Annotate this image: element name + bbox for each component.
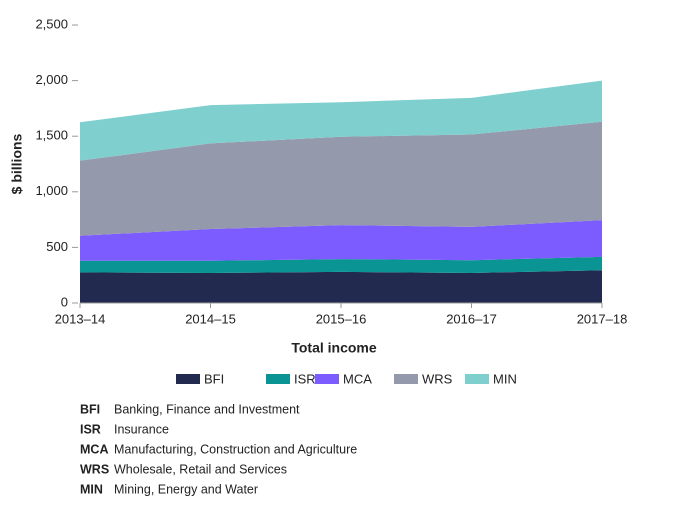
glossary-text: Manufacturing, Construction and Agricult… xyxy=(114,442,357,456)
area xyxy=(80,80,602,161)
x-tick-label: 2016–17 xyxy=(446,311,497,326)
y-tick-label: 2,500 xyxy=(35,16,68,31)
area xyxy=(80,121,602,236)
y-tick-label: 1,500 xyxy=(35,128,68,143)
y-axis-title: $ billions xyxy=(9,133,25,194)
y-tick-label: 500 xyxy=(46,239,68,254)
glossary-abbr: WRS xyxy=(80,462,109,476)
area xyxy=(80,256,602,273)
x-axis-title: Total income xyxy=(291,340,377,356)
y-tick-label: 2,000 xyxy=(35,72,68,87)
legend-label: MIN xyxy=(493,371,517,386)
legend-swatch xyxy=(394,374,418,384)
area xyxy=(80,270,602,303)
legend-swatch xyxy=(266,374,290,384)
x-tick-label: 2015–16 xyxy=(316,311,367,326)
glossary-text: Mining, Energy and Water xyxy=(114,482,258,496)
x-tick-label: 2013–14 xyxy=(55,311,106,326)
x-tick-label: 2017–18 xyxy=(577,311,628,326)
legend-label: BFI xyxy=(204,371,224,386)
area xyxy=(80,220,602,261)
glossary-abbr: BFI xyxy=(80,402,100,416)
x-tick-label: 2014–15 xyxy=(185,311,236,326)
y-tick-label: 0 xyxy=(61,294,68,309)
legend-swatch xyxy=(465,374,489,384)
legend-label: ISR xyxy=(294,371,316,386)
y-tick-label: 1,000 xyxy=(35,183,68,198)
glossary-abbr: ISR xyxy=(80,422,101,436)
legend-swatch xyxy=(315,374,339,384)
legend-label: MCA xyxy=(343,371,372,386)
glossary-abbr: MCA xyxy=(80,442,108,456)
glossary-text: Wholesale, Retail and Services xyxy=(114,462,287,476)
glossary-text: Insurance xyxy=(114,422,169,436)
legend-label: WRS xyxy=(422,371,453,386)
glossary-text: Banking, Finance and Investment xyxy=(114,402,300,416)
glossary-abbr: MIN xyxy=(80,482,103,496)
legend-swatch xyxy=(176,374,200,384)
